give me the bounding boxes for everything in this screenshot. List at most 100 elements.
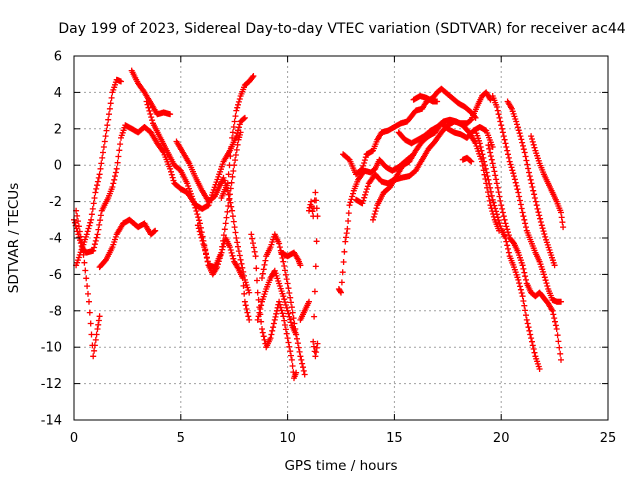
data-point <box>523 316 530 323</box>
data-point <box>87 320 94 327</box>
data-point <box>110 180 117 187</box>
data-point <box>309 208 316 215</box>
data-point <box>84 283 91 290</box>
data-point <box>529 184 536 190</box>
data-point <box>228 203 235 210</box>
data-point <box>272 313 279 320</box>
data-point <box>524 161 531 168</box>
data-point <box>491 168 498 175</box>
data-point <box>361 194 368 201</box>
series-track-m <box>278 249 312 323</box>
data-point <box>311 288 318 295</box>
data-point <box>118 78 124 85</box>
data-point <box>502 140 509 147</box>
data-point <box>146 107 153 114</box>
data-point <box>255 313 262 320</box>
data-point <box>97 165 104 172</box>
data-point <box>535 209 542 216</box>
data-point <box>270 320 277 327</box>
tick-labels: 0 5 10 15 20 25 -14 -12 -10 -8 -6 -4 -2 0 2 4 6 <box>41 50 617 447</box>
data-point <box>225 203 232 209</box>
data-point <box>218 249 225 256</box>
data-point <box>227 199 234 206</box>
data-point <box>358 166 365 173</box>
data-point <box>520 146 527 153</box>
series-track-y <box>504 98 558 269</box>
data-point <box>100 149 106 156</box>
data-point <box>276 240 283 247</box>
data-point <box>236 252 243 259</box>
data-point <box>235 124 242 131</box>
data-point <box>107 100 114 107</box>
data-points <box>71 67 567 382</box>
data-point <box>71 219 78 226</box>
data-point <box>95 321 102 328</box>
y-tick-label: 2 <box>54 122 62 137</box>
data-point <box>261 336 268 343</box>
data-point <box>482 165 489 172</box>
data-point <box>522 153 529 160</box>
x-tick-label: 15 <box>386 431 403 446</box>
y-tick-label: -8 <box>49 304 62 319</box>
data-point <box>500 213 507 220</box>
data-point <box>521 302 528 309</box>
data-point <box>224 180 231 187</box>
data-point <box>493 176 500 183</box>
data-point <box>522 220 529 227</box>
axis-ticks <box>73 55 609 421</box>
data-point <box>230 218 237 225</box>
data-point <box>289 363 296 369</box>
data-point <box>115 153 122 160</box>
data-point <box>83 231 90 238</box>
data-point <box>482 162 488 169</box>
data-point <box>363 186 370 193</box>
data-point <box>103 127 110 134</box>
data-point <box>530 187 537 194</box>
data-point <box>232 157 239 164</box>
data-point <box>488 156 495 163</box>
data-point <box>486 197 493 204</box>
data-point <box>521 149 528 156</box>
data-point <box>313 205 320 212</box>
data-point <box>493 208 500 215</box>
data-point <box>259 270 266 277</box>
series-track-i <box>218 73 257 201</box>
data-point <box>298 356 305 363</box>
data-point <box>251 248 258 255</box>
data-point <box>493 211 500 218</box>
data-point <box>476 140 483 147</box>
data-point <box>339 269 346 276</box>
data-point <box>257 306 264 312</box>
data-point <box>252 253 259 260</box>
data-point <box>296 348 303 355</box>
data-point <box>517 286 524 293</box>
data-point <box>101 138 108 145</box>
data-point <box>312 263 319 270</box>
data-point <box>503 223 510 230</box>
data-point <box>521 269 528 276</box>
data-point <box>288 352 294 359</box>
data-point <box>510 170 517 177</box>
data-point <box>195 225 202 232</box>
data-point <box>85 290 91 297</box>
data-point <box>556 344 563 351</box>
data-point <box>96 313 103 320</box>
data-point <box>236 121 243 128</box>
data-point <box>287 316 294 323</box>
data-point <box>190 198 197 205</box>
data-point <box>494 214 501 221</box>
data-point <box>559 219 566 226</box>
data-point <box>147 111 154 117</box>
data-point <box>313 349 320 356</box>
data-point <box>227 247 234 253</box>
data-point <box>234 141 241 148</box>
data-point <box>88 331 95 338</box>
data-point <box>237 129 244 136</box>
data-point <box>505 151 511 158</box>
data-point <box>294 340 301 347</box>
data-point <box>259 329 266 336</box>
data-point <box>243 306 250 312</box>
data-point <box>91 342 98 349</box>
data-point <box>312 189 319 196</box>
data-point <box>201 244 208 251</box>
